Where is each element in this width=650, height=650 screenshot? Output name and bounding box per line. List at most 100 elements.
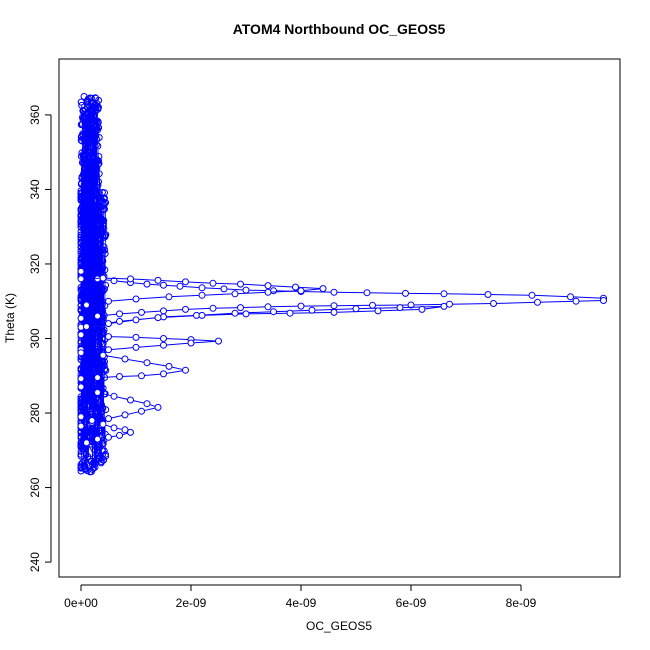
data-point — [100, 421, 106, 427]
data-point — [210, 305, 216, 311]
data-point — [78, 414, 84, 420]
data-point — [161, 342, 167, 348]
data-point — [271, 309, 277, 315]
data-point — [298, 288, 304, 294]
data-point — [111, 425, 117, 431]
data-point — [84, 440, 90, 446]
series-line — [81, 271, 604, 298]
data-point — [216, 338, 222, 344]
data-point — [370, 302, 376, 308]
data-point — [106, 321, 112, 327]
data-point — [243, 287, 249, 293]
data-point — [117, 374, 123, 380]
data-point — [95, 375, 101, 381]
data-point — [331, 309, 337, 315]
data-point — [117, 432, 123, 438]
data-point — [106, 416, 112, 422]
data-point — [491, 301, 497, 307]
data-point — [419, 306, 425, 312]
y-tick-label: 260 — [28, 477, 42, 497]
data-point — [106, 334, 112, 340]
data-point — [78, 423, 84, 429]
y-tick-label: 240 — [28, 552, 42, 572]
data-point — [139, 408, 145, 414]
data-point — [78, 384, 84, 390]
x-tick-label: 6e-09 — [396, 596, 427, 610]
data-point — [183, 279, 189, 285]
data-point — [155, 277, 161, 283]
data-point — [309, 307, 315, 313]
chart-title: ATOM4 Northbound OC_GEOS5 — [233, 21, 446, 37]
data-point — [144, 360, 150, 366]
y-tick-label: 320 — [28, 254, 42, 274]
data-point — [199, 312, 205, 318]
data-point — [177, 283, 183, 289]
data-point — [199, 285, 205, 291]
data-point — [155, 404, 161, 410]
data-point — [485, 292, 491, 298]
data-point — [122, 412, 128, 418]
data-point — [95, 390, 101, 396]
data-point — [111, 393, 117, 399]
data-point — [78, 268, 84, 274]
x-axis: 0e+00 2e-09 4e-09 6e-09 8e-09 — [64, 585, 537, 610]
data-point — [403, 290, 409, 296]
y-tick-label: 300 — [28, 328, 42, 348]
data-point — [243, 311, 249, 317]
data-point — [78, 332, 84, 338]
data-point — [238, 281, 244, 287]
data-point — [133, 296, 139, 302]
y-tick-label: 360 — [28, 105, 42, 125]
data-point — [287, 310, 293, 316]
data-point — [441, 303, 447, 309]
data-point — [364, 290, 370, 296]
data-point — [84, 324, 90, 330]
data-point — [568, 294, 574, 300]
data-point — [106, 298, 112, 304]
data-point — [166, 294, 172, 300]
series-profile-1 — [78, 268, 607, 301]
data-point — [78, 315, 84, 321]
data-point — [89, 418, 95, 424]
y-axis-label: Theta (K) — [3, 293, 17, 343]
data-point — [183, 367, 189, 373]
data-point — [78, 350, 84, 356]
data-point — [199, 292, 205, 298]
data-point — [128, 429, 134, 435]
data-point — [265, 289, 271, 295]
data-point — [84, 302, 90, 308]
x-tick-label: 8e-09 — [506, 596, 537, 610]
data-point — [122, 356, 128, 362]
data-point — [128, 276, 134, 282]
data-point — [232, 310, 238, 316]
data-point — [161, 371, 167, 377]
data-point — [161, 308, 167, 314]
data-point — [139, 309, 145, 315]
data-point — [331, 289, 337, 295]
data-point — [78, 376, 84, 382]
data-point — [188, 340, 194, 346]
data-point — [133, 317, 139, 323]
y-axis: 240260280300320340360 — [28, 105, 51, 573]
x-tick-label: 2e-09 — [176, 596, 207, 610]
series-line — [81, 278, 323, 305]
data-point — [117, 311, 123, 317]
data-point — [128, 397, 134, 403]
data-point — [601, 298, 607, 304]
data-point — [353, 306, 359, 312]
data-point — [238, 305, 244, 311]
data-point — [293, 284, 299, 290]
data-point — [265, 283, 271, 289]
data-point — [573, 298, 579, 304]
data-point — [320, 286, 326, 292]
data-point — [100, 352, 106, 358]
data-point — [106, 434, 112, 440]
data-point — [265, 304, 271, 310]
data-point — [441, 291, 447, 297]
data-point — [535, 299, 541, 305]
data-point — [139, 373, 145, 379]
data-point — [161, 282, 167, 288]
data-layer — [78, 94, 607, 475]
data-point — [144, 401, 150, 407]
